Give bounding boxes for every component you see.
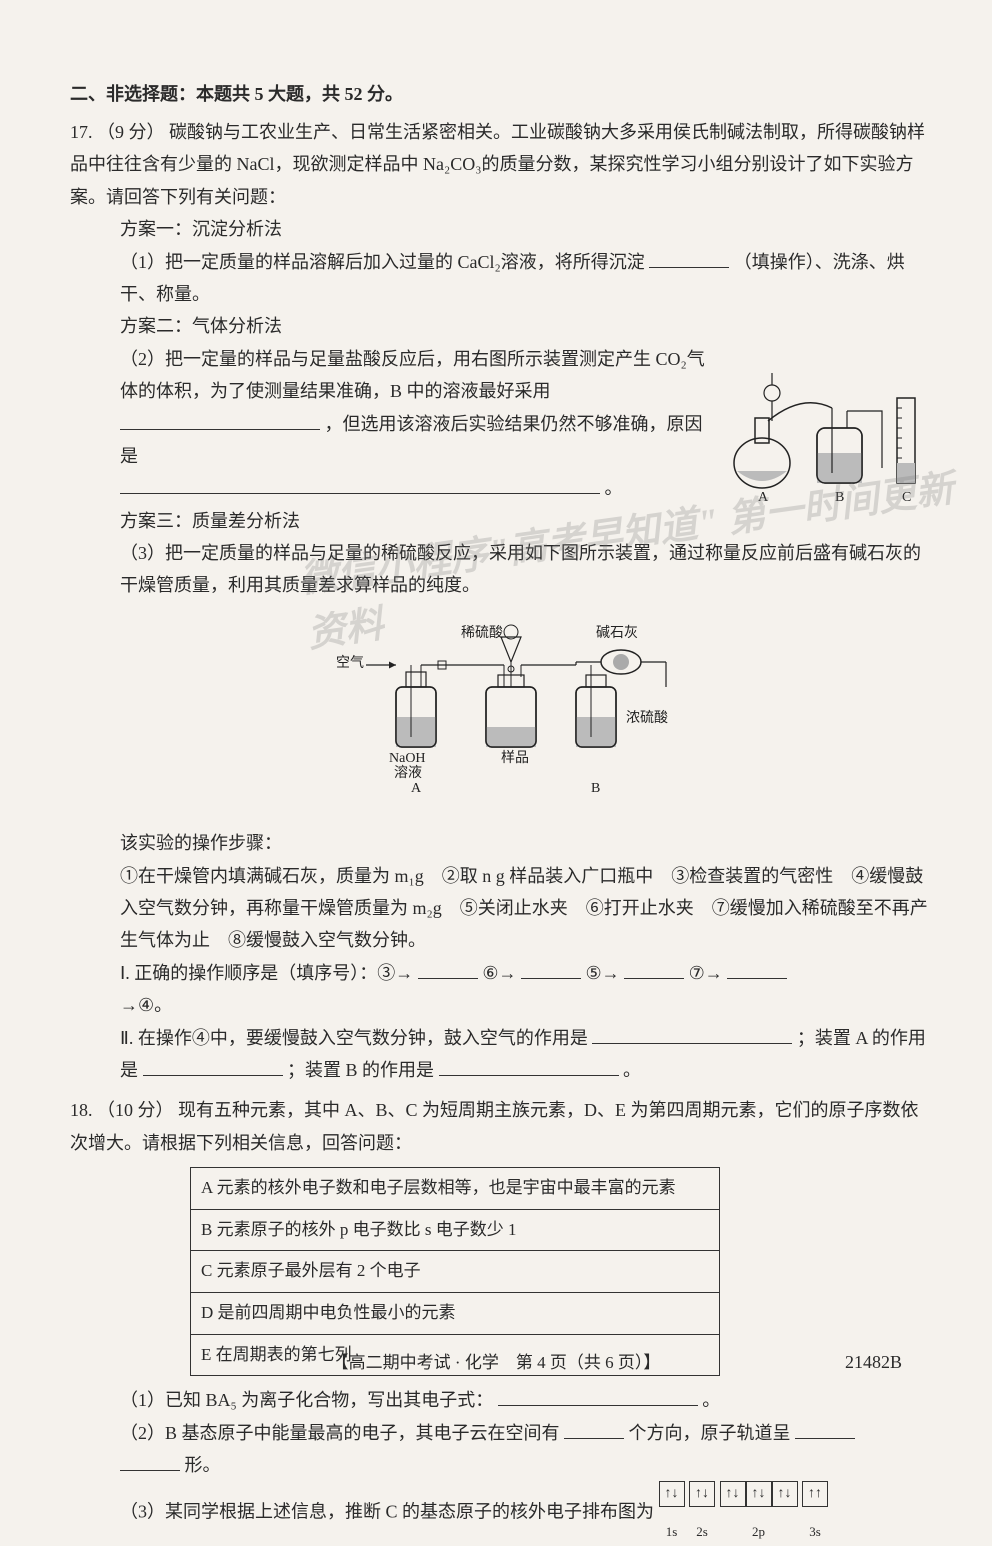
sub1-a: （1）已知 BA₅ 为离子化合物，写出其电子式：	[120, 1390, 493, 1410]
blank-II-1[interactable]	[592, 1024, 792, 1044]
blank-m1[interactable]	[649, 248, 729, 268]
svg-text:NaOH: NaOH	[389, 751, 426, 766]
svg-text:样品: 样品	[501, 750, 529, 766]
II-end: 。	[623, 1060, 641, 1080]
question-18: 18. （10 分） 现有五种元素，其中 A、B、C 为短周期主族元素，D、E …	[70, 1094, 932, 1546]
II-mid2: ；装置 B 的作用是	[287, 1060, 434, 1080]
q18-points: （10 分）	[97, 1100, 174, 1120]
svg-text:B: B	[591, 781, 600, 796]
blank-order-2[interactable]	[521, 959, 581, 979]
blank-II-2[interactable]	[143, 1056, 283, 1076]
table-row: C 元素原子最外层有 2 个电子	[191, 1251, 720, 1293]
label-a: A	[758, 490, 769, 505]
blank-18-3[interactable]	[795, 1419, 855, 1439]
svg-text:碱石灰: 碱石灰	[596, 625, 638, 641]
method3-title: 方案三：质量差分析法	[120, 505, 932, 537]
sub3-a: （3）某同学根据上述信息，推断 C 的基态原子的核外电子排布图为	[120, 1502, 654, 1522]
sub2-a: （2）B 基态原子中能量最高的电子，其电子云在空间有	[120, 1423, 560, 1443]
m2-text-c: 。	[605, 478, 623, 498]
step-order: Ⅰ. 正确的操作顺序是（填序号）：③→ ⑥→ ⑤→ ⑦→ →④。	[120, 957, 932, 1022]
method3-item: （3）把一定质量的样品与足量的稀硫酸反应，采用如下图所示装置，通过称量反应前后盛…	[120, 537, 932, 602]
svg-text:溶液: 溶液	[394, 765, 422, 781]
sub1-b: 。	[702, 1390, 720, 1410]
q18-sub2: （2）B 基态原子中能量最高的电子，其电子云在空间有 个方向，原子轨道呈 形。	[120, 1417, 932, 1482]
blank-18-4[interactable]	[120, 1451, 180, 1471]
blank-m2b[interactable]	[120, 475, 600, 495]
orbital-1s: 1s	[659, 1520, 685, 1543]
blank-order-3[interactable]	[624, 959, 684, 979]
table-row: A 元素的核外电子数和电子层数相等，也是宇宙中最丰富的元素	[191, 1168, 720, 1210]
m2-text-a: （2）把一定量的样品与足量盐酸反应后，用右图所示装置测定产生 CO₂气体的体积，…	[120, 349, 705, 401]
sub2-c: 形。	[185, 1455, 221, 1475]
order-label: Ⅰ. 正确的操作顺序是（填序号）：③→	[120, 963, 413, 983]
q17-number: 17.	[70, 122, 93, 142]
order-i2: ⑦→	[689, 963, 723, 983]
label-c: C	[902, 490, 911, 505]
method2-title: 方案二：气体分析法	[120, 310, 932, 342]
method1-item: （1）把一定质量的样品溶解后加入过量的 CaCl₂溶液，将所得沉淀 （填操作）、…	[120, 246, 932, 311]
element-info-table: A 元素的核外电子数和电子层数相等，也是宇宙中最丰富的元素 B 元素原子的核外 …	[190, 1167, 720, 1376]
apparatus-middle-diagram: 空气 NaOH 溶液 A	[120, 612, 932, 817]
svg-text:A: A	[411, 781, 422, 796]
footer-code: 21482B	[845, 1352, 902, 1373]
blank-m2a[interactable]	[120, 410, 320, 430]
svg-text:稀硫酸: 稀硫酸	[461, 625, 503, 641]
order-i0: ⑥→	[482, 963, 516, 983]
table-row: B 元素原子的核外 p 电子数比 s 电子数少 1	[191, 1209, 720, 1251]
blank-II-3[interactable]	[439, 1056, 619, 1076]
section-header: 二、非选择题：本题共 5 大题，共 52 分。	[70, 80, 932, 106]
orbital-diagram: ↑↓ ↑↓ ↑↓↑↓↑↓ ↑↑ 1s 2s 2p 3s	[659, 1481, 829, 1546]
orbital-2s: 2s	[689, 1520, 715, 1543]
q18-sub3: （3）某同学根据上述信息，推断 C 的基态原子的核外电子排布图为 ↑↓ ↑↓ ↑…	[120, 1481, 932, 1546]
question-17: 17. （9 分） 碳酸钠与工农业生产、日常生活紧密相关。工业碳酸钠大多采用侯氏…	[70, 116, 932, 1086]
apparatus-right-diagram: A B C	[722, 343, 932, 503]
table-row: D 是前四周期中电负性最小的元素	[191, 1292, 720, 1334]
m1-text-a: （1）把一定质量的样品溶解后加入过量的 CaCl₂溶液，将所得沉淀	[120, 252, 645, 272]
q17-intro: 碳酸钠与工农业生产、日常生活紧密相关。工业碳酸钠大多采用侯氏制碱法制取，所得碳酸…	[70, 122, 925, 207]
svg-text:空气: 空气	[336, 655, 364, 671]
blank-18-2[interactable]	[564, 1419, 624, 1439]
sub2-b: 个方向，原子轨道呈	[629, 1423, 791, 1443]
blank-18-1[interactable]	[498, 1386, 698, 1406]
q17-points: （9 分）	[97, 122, 165, 142]
page-footer: 【高二期中考试 · 化学 第 4 页（共 6 页）】	[0, 1348, 992, 1373]
q18-intro: 现有五种元素，其中 A、B、C 为短周期主族元素，D、E 为第四周期元素，它们的…	[70, 1100, 919, 1152]
blank-order-1[interactable]	[418, 959, 478, 979]
svg-text:浓硫酸: 浓硫酸	[626, 710, 668, 726]
steps-header: 该实验的操作步骤：	[120, 827, 932, 859]
blank-order-4[interactable]	[727, 959, 787, 979]
II-label: Ⅱ. 在操作④中，要缓慢鼓入空气数分钟，鼓入空气的作用是	[120, 1028, 588, 1048]
order-i1: ⑤→	[585, 963, 619, 983]
orbital-2p: 2p	[720, 1520, 798, 1543]
orbital-3s: 3s	[802, 1520, 828, 1543]
method1-title: 方案一：沉淀分析法	[120, 213, 932, 245]
label-b: B	[835, 490, 844, 505]
q18-number: 18.	[70, 1100, 93, 1120]
step-II: Ⅱ. 在操作④中，要缓慢鼓入空气数分钟，鼓入空气的作用是 ；装置 A 的作用是 …	[120, 1022, 932, 1087]
order-tail: →④。	[120, 995, 172, 1015]
steps-list: ①在干燥管内填满碱石灰，质量为 m₁g ②取 n g 样品装入广口瓶中 ③检查装…	[120, 860, 932, 957]
q18-sub1: （1）已知 BA₅ 为离子化合物，写出其电子式： 。	[120, 1384, 932, 1416]
